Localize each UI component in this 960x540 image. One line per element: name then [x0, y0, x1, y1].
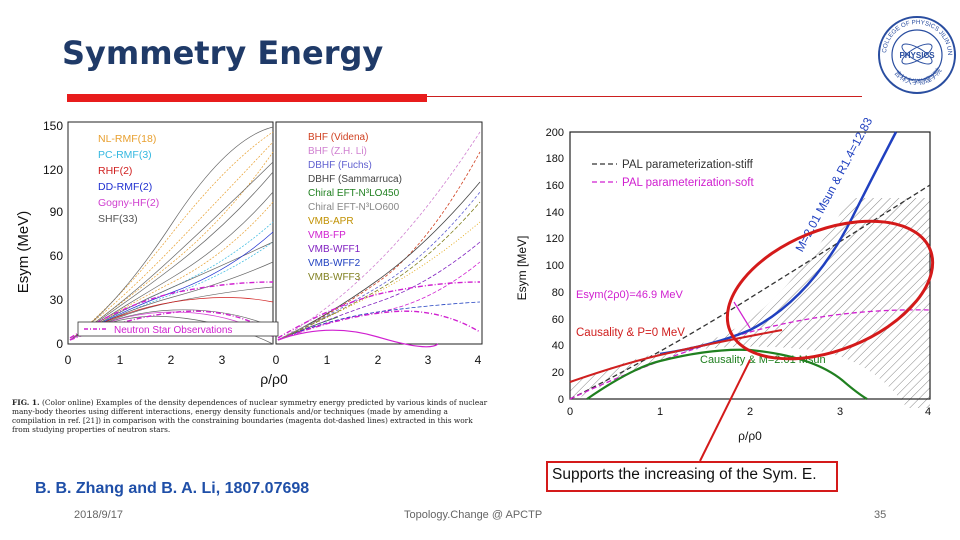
svg-text:DBHF (Sammarruca): DBHF (Sammarruca): [308, 174, 402, 185]
svg-text:1: 1: [324, 353, 331, 367]
right-x-label: ρ/ρ0: [738, 429, 762, 443]
ns-observation-box: [77, 321, 279, 337]
left-y-ticks: 0 30 60 90 120 150: [43, 119, 63, 351]
svg-text:VMB-WFF3: VMB-WFF3: [308, 272, 361, 283]
left-boundary-upper: [69, 281, 274, 339]
y-tick-30: 30: [50, 293, 64, 307]
title-accent-bar: [67, 94, 427, 102]
svg-text:180: 180: [546, 153, 564, 165]
support-callout-box: [546, 461, 838, 492]
logo-center-text: PHYSICS: [899, 51, 935, 60]
svg-text:2: 2: [747, 406, 753, 418]
svg-text:1: 1: [657, 406, 663, 418]
svg-text:BHF (Videna): BHF (Videna): [308, 132, 368, 143]
footer-page-number: 35: [874, 509, 887, 521]
y-tick-120: 120: [43, 163, 63, 177]
slide-title: Symmetry Energy: [62, 34, 384, 72]
svg-text:RHF(2): RHF(2): [98, 165, 132, 177]
college-logo: COLLEGE OF PHYSICS JILIN UNIVERSITY 吉林大学…: [876, 14, 956, 94]
atom-orbit-icon: [901, 43, 933, 65]
right-legend: PAL parameterization-stiff PAL parameter…: [592, 159, 754, 189]
y-tick-0: 0: [56, 337, 63, 351]
svg-text:0: 0: [567, 406, 573, 418]
footer-center: Topology.Change @ APCTP: [404, 509, 543, 521]
svg-text:160: 160: [546, 180, 564, 192]
svg-text:2: 2: [168, 353, 175, 367]
footer-date: 2018/9/17: [74, 509, 123, 521]
svg-text:4: 4: [925, 406, 931, 418]
svg-text:60: 60: [552, 314, 564, 326]
esym-value-annotation: Esym(2ρ0)=46.9 MeV: [576, 289, 683, 301]
right-legend: BHF (Videna) BHF (Z.H. Li) DBHF (Fuchs) …: [308, 132, 402, 283]
svg-text:Gogny-HF(2): Gogny-HF(2): [98, 197, 159, 209]
left-legend: NL-RMF(18) PC-RMF(3) RHF(2) DD-RMF(2) Go…: [98, 133, 159, 225]
svg-text:VMB-WFF1: VMB-WFF1: [308, 244, 361, 255]
svg-text:80: 80: [552, 287, 564, 299]
right-y-ticks: 0 20 40 60 80 100 120 140 160 180 200: [546, 127, 564, 406]
right-boundary-upper: [277, 281, 481, 339]
svg-text:VMB-FP: VMB-FP: [308, 230, 346, 241]
svg-text:200: 200: [546, 127, 564, 139]
svg-text:3: 3: [837, 406, 843, 418]
svg-text:2: 2: [375, 353, 382, 367]
svg-text:20: 20: [552, 367, 564, 379]
right-figure: 0 20 40 60 80 100 120 140 160 180 200 Es…: [512, 118, 944, 448]
caption-label: FIG. 1.: [12, 398, 40, 407]
svg-text:PC-RMF(3): PC-RMF(3): [98, 149, 152, 161]
caption-text: (Color online) Examples of the density d…: [12, 398, 488, 434]
causality-m-annotation: Causality & M=2.01 Msun: [700, 354, 826, 366]
left-figure: 0 30 60 90 120 150 Esym (MeV) 0 1 2 3 0 …: [8, 112, 490, 434]
left-x-ticks: 0 1 2 3 0 1 2 3 4: [65, 353, 482, 367]
svg-text:100: 100: [546, 260, 564, 272]
reference-citation: B. B. Zhang and B. A. Li, 1807.07698: [35, 480, 310, 497]
svg-text:SHF(33): SHF(33): [98, 213, 138, 225]
ns-observation-label: Neutron Star Observations: [114, 325, 232, 336]
svg-text:PAL parameterization-soft: PAL parameterization-soft: [622, 177, 754, 189]
svg-text:NL-RMF(18): NL-RMF(18): [98, 133, 156, 145]
svg-text:DD-RMF(2): DD-RMF(2): [98, 181, 152, 193]
svg-text:0: 0: [65, 353, 72, 367]
svg-text:VMB-WFF2: VMB-WFF2: [308, 258, 361, 269]
left-panel-frame: [67, 121, 274, 345]
causality-p-annotation: Causality & P=0 MeV: [576, 327, 685, 339]
svg-text:0: 0: [273, 353, 280, 367]
svg-text:40: 40: [552, 340, 564, 352]
svg-text:0: 0: [558, 394, 564, 406]
left-y-label: Esym (MeV): [15, 211, 32, 294]
svg-text:Chiral EFT-N³LO450: Chiral EFT-N³LO450: [308, 188, 400, 199]
right-boundary-lower: [277, 310, 481, 341]
svg-text:VMB-APR: VMB-APR: [308, 216, 354, 227]
svg-text:DBHF (Fuchs): DBHF (Fuchs): [308, 160, 372, 171]
title-underline: [427, 96, 862, 97]
svg-text:PAL parameterization-stiff: PAL parameterization-stiff: [622, 159, 754, 171]
y-tick-150: 150: [43, 119, 63, 133]
figure-caption: FIG. 1. (Color online) Examples of the d…: [12, 398, 488, 434]
svg-text:1: 1: [117, 353, 124, 367]
svg-text:4: 4: [475, 353, 482, 367]
svg-text:3: 3: [219, 353, 226, 367]
svg-text:120: 120: [546, 233, 564, 245]
support-callout-text: Supports the increasing of the Sym. E.: [552, 466, 817, 483]
left-boundary-lower: [69, 310, 274, 341]
svg-text:140: 140: [546, 207, 564, 219]
logo-bottom-text: 吉林大学物理学院: [893, 66, 944, 87]
left-x-label: ρ/ρ0: [260, 371, 288, 387]
svg-text:Chiral EFT-N³LO600: Chiral EFT-N³LO600: [308, 202, 400, 213]
right-y-label: Esym [MeV]: [515, 236, 529, 301]
right-panel-frame: [275, 121, 483, 345]
y-tick-90: 90: [50, 205, 64, 219]
svg-text:BHF (Z.H. Li): BHF (Z.H. Li): [308, 146, 367, 157]
svg-text:3: 3: [425, 353, 432, 367]
y-tick-60: 60: [50, 249, 64, 263]
